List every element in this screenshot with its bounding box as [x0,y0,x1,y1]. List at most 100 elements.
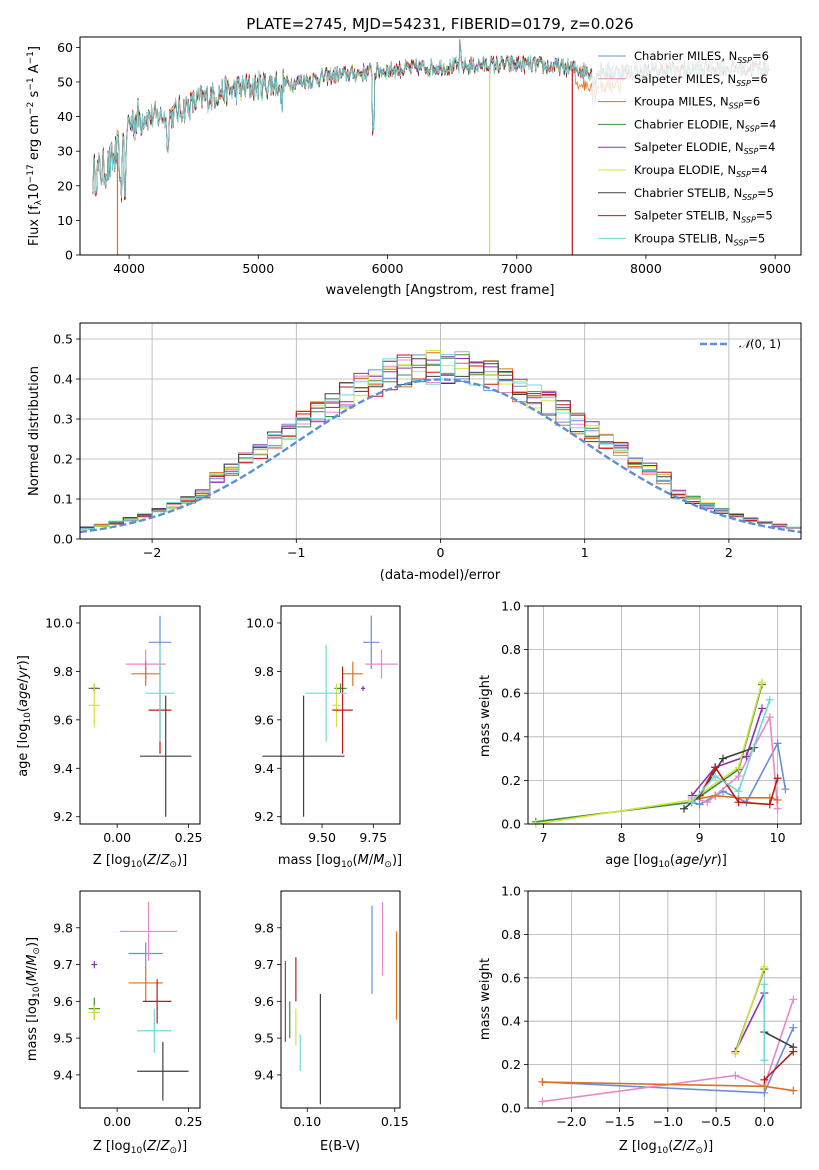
x-tick-label: 5000 [242,261,274,276]
legend-label: Kroupa ELODIE, NSSP=4 [634,163,768,179]
massweight-marker [758,678,766,687]
y-tick-label: 9.7 [254,957,274,972]
x-tick-label: 6000 [372,261,404,276]
x-tick-label: 1 [581,545,589,560]
x-tick-label: 8000 [630,261,662,276]
y-tick-label: 10.0 [246,615,274,630]
y-tick-label: 30 [57,144,73,159]
massweight-marker [695,800,704,809]
x-tick-label: 0.10 [293,1114,321,1129]
y-tick-label: 9.5 [53,1031,73,1046]
y-tick-label: 0.0 [501,817,521,832]
mass-vs-ebv-panel: 0.10 0.15 9.4 9.5 9.6 9.7 9.8 [254,890,409,1129]
y-tick-label: 0.8 [501,642,521,657]
legend-label: Salpeter MILES, NSSP=6 [634,72,768,88]
mass-z-ylabel: mass [log10(M/M⊙)] [25,937,42,1061]
massweight-marker [781,785,790,794]
histogram-series [79,354,802,539]
massweight-marker [789,1086,798,1095]
legend-normal-label: 𝒩(0, 1) [739,337,781,351]
x-tick-label: −1.0 [653,1114,683,1129]
massweight-series-line [691,708,763,797]
y-tick-label: 9.5 [254,1031,274,1046]
mw-z-ylabel: mass weight [478,958,493,1040]
x-tick-label: 0.0 [754,1114,774,1129]
spectrum-panel: PLATE=2745, MJD=54231, FIBERID=0179, z=0… [26,15,802,298]
x-tick-label: 0.00 [103,830,131,845]
massweight-marker [687,798,696,807]
massweight-marker [789,1047,798,1056]
massweight-marker [789,1023,798,1032]
y-tick-label: 9.8 [254,664,274,679]
legend-label: Kroupa STELIB, NSSP=5 [634,231,765,247]
massweight-marker [719,754,727,763]
x-tick-label: 9.50 [308,830,336,845]
mw-age-ylabel: mass weight [478,675,493,757]
y-tick-label: 0.8 [501,927,521,942]
x-tick-label: −2 [143,545,161,560]
mass-z-xlabel: Z [log10(Z/Z⊙)] [93,1139,187,1156]
spectrum-xlabel: wavelength [Angstrom, rest frame] [326,283,555,298]
massweight-marker [758,704,766,713]
massweight-marker [760,962,769,971]
y-tick-label: 0.4 [53,372,73,387]
massweight-series-line [535,682,763,825]
legend-label: Chabrier MILES, NSSP=6 [634,49,769,65]
age-z-ylabel: age [log10(age/yr)] [16,655,33,777]
age-mass-xlabel: mass [log10(M/M⊙)] [278,853,402,870]
y-tick-label: 20 [57,178,73,193]
y-tick-label: 9.4 [254,1067,274,1082]
y-tick-label: 0.6 [501,970,521,985]
axes-frame [527,890,802,1109]
y-tick-label: 9.6 [254,712,274,727]
normal-curve [79,378,802,534]
y-tick-label: 0.0 [53,532,73,547]
residual-xlabel: (data-model)/error [380,568,501,583]
x-tick-label: −2.0 [556,1114,586,1129]
massweight-series-line [691,699,771,803]
spectrum-title: PLATE=2745, MJD=54231, FIBERID=0179, z=0… [246,15,633,33]
x-tick-label: 2 [725,545,733,560]
massweight-marker [703,798,712,807]
y-tick-label: 10.0 [45,615,73,630]
y-tick-label: 9.8 [53,664,73,679]
y-tick-label: 40 [57,109,73,124]
axes-frame [280,890,401,1109]
y-tick-label: 60 [57,40,73,55]
massweight-marker [734,787,743,796]
legend-background [592,44,797,250]
massweight-vs-z-panel: −2.0 −1.5 −1.0 −0.5 0.0 0.0 0.2 0.4 0.6 0.8 1.0 [501,884,802,1129]
y-tick-label: 0.0 [501,1101,521,1116]
massweight-marker [760,1056,769,1065]
residual-panel: −2 −1 0 1 2 0.0 0.1 0.2 0.3 0.4 0.5 (data-model)/e… [27,322,802,583]
massweight-marker [731,1049,740,1058]
legend-label: Salpeter ELODIE, NSSP=4 [634,140,775,156]
massweight-marker [765,800,774,809]
legend-label: Chabrier STELIB, NSSP=5 [634,186,774,202]
y-tick-label: 9.2 [53,809,73,824]
axes-frame [79,605,201,825]
massweight-series-line [763,1051,794,1081]
y-tick-label: 9.4 [254,761,274,776]
massweight-marker [773,796,782,805]
spectrum-legend: Chabrier MILES, NSSP=6 Salpeter MILES, NS… [592,44,797,250]
massweight-vs-age-panel: 7 8 9 10 0.0 0.2 0.4 0.6 0.8 1.0 [501,599,802,845]
axes-frame [280,605,401,825]
y-tick-label: 0.2 [501,773,521,788]
axes-frame [527,605,802,825]
axes-frame [79,890,201,1109]
x-tick-label: 0 [437,545,445,560]
y-tick-label: 9.7 [53,957,73,972]
y-tick-label: 0.1 [53,492,73,507]
mass-vs-z-panel: 0.00 0.25 9.4 9.5 9.6 9.7 9.8 [53,890,202,1129]
massweight-marker [789,995,798,1004]
x-tick-label: 9.75 [359,830,387,845]
x-tick-label: 0.15 [381,1114,409,1129]
x-tick-label: 4000 [113,261,145,276]
massweight-marker [765,695,774,704]
y-tick-label: 9.6 [254,994,274,1009]
x-tick-label: 9000 [759,261,791,276]
y-tick-label: 0 [65,248,73,263]
